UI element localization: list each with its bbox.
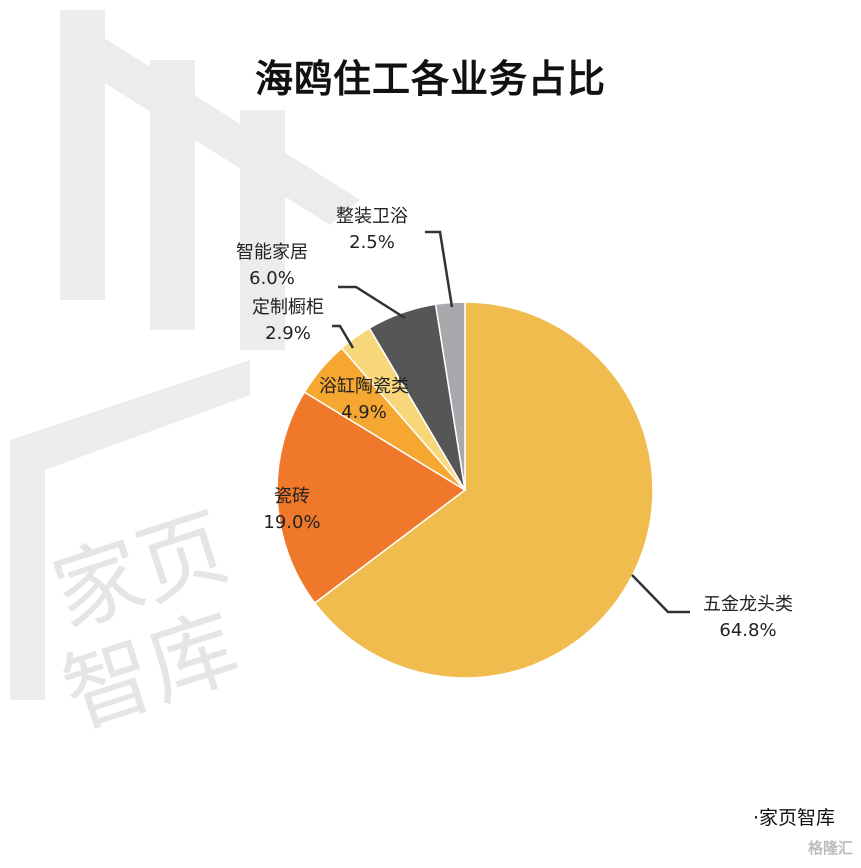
leader-line-5 bbox=[338, 285, 406, 320]
slice-value-label-5: 6.0% bbox=[249, 268, 295, 289]
slice-labels: 五金龙头类 64.8% 瓷砖 19.0% 浴缸陶瓷类 4.9% 定制橱柜 2.9% 智能家居 6.… bbox=[236, 206, 793, 641]
leader-line-6 bbox=[425, 230, 454, 308]
slice-name-label-5: 智能家居 bbox=[236, 242, 308, 263]
slice-value-label-4: 2.9% bbox=[265, 323, 311, 344]
slice-name-label-4: 定制橱柜 bbox=[252, 297, 324, 318]
chart-title: 海鸥住工各业务占比 bbox=[254, 57, 606, 101]
slice-name-label-6: 整装卫浴 bbox=[336, 206, 408, 227]
slice-name-label-2: 瓷砖 bbox=[274, 486, 310, 507]
pie-slices bbox=[276, 301, 654, 679]
slice-value-label-6: 2.5% bbox=[349, 232, 395, 253]
slice-value-label-2: 19.0% bbox=[263, 512, 320, 533]
slice-name-label-1: 五金龙头类 bbox=[703, 594, 793, 615]
pie-slice-1 bbox=[313, 301, 654, 679]
watermark-logo: 家页 智库 bbox=[10, 10, 360, 747]
slice-value-label-1: 64.8% bbox=[719, 620, 776, 641]
source-footer: ·家页智库 bbox=[752, 807, 835, 829]
pie-slice-2 bbox=[276, 391, 467, 605]
leader-line-4 bbox=[332, 324, 355, 349]
leader-line-1 bbox=[631, 574, 690, 614]
slice-name-label-3: 浴缸陶瓷类 bbox=[319, 375, 409, 397]
leader-lines bbox=[332, 230, 690, 614]
slice-value-label-3: 4.9% bbox=[341, 402, 387, 423]
corner-watermark: 格隆汇 bbox=[807, 839, 853, 857]
